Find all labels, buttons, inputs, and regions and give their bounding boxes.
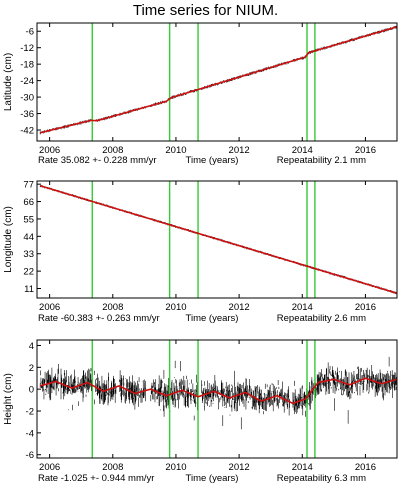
y-tick-label: -24 [20, 76, 34, 87]
y-tick-label: -36 [20, 109, 34, 120]
panel-frame [36, 22, 398, 142]
repeatability-label: Repeatability 2.1 mm [277, 155, 366, 166]
y-axis-label: Latitude (cm) [3, 53, 14, 111]
fitted-model-line [39, 184, 397, 295]
x-tick-label: 2010 [165, 462, 186, 473]
x-tick-label: 2008 [102, 462, 123, 473]
y-tick-label: 11 [24, 284, 34, 295]
y-tick-label: -6 [26, 450, 34, 461]
y-tick-label: 33 [23, 249, 34, 260]
x-tick-label: 2016 [355, 302, 376, 313]
x-tick-label: 2012 [229, 462, 250, 473]
y-tick-label: 2 [29, 363, 34, 374]
panel-frame [36, 180, 398, 299]
y-tick-label: -12 [20, 43, 34, 54]
x-tick-label: 2010 [165, 302, 186, 313]
fitted-model-line [39, 377, 397, 405]
y-tick-label: 44 [23, 232, 34, 243]
y-tick-label: 4 [29, 341, 34, 352]
y-axis-label: Longitude (cm) [3, 206, 14, 273]
x-tick-label: 2012 [229, 302, 250, 313]
repeatability-label: Repeatability 6.3 mm [277, 473, 366, 484]
rate-label: Rate -60.383 +- 0.263 mm/yr [38, 313, 160, 324]
x-tick-label: 2014 [292, 145, 313, 156]
y-tick-label: 55 [23, 214, 34, 225]
x-tick-label: 2016 [355, 462, 376, 473]
fitted-model-line [39, 26, 397, 134]
x-tick-label: 2016 [355, 145, 376, 156]
x-tick-label: 2014 [292, 302, 313, 313]
y-axis-label: Height (cm) [3, 373, 14, 425]
panel-3: 4 2 0 -2 -4 -6 2006 2008 2010 2012 2014 2016 Height … [3, 339, 398, 484]
x-tick-label: 2006 [39, 462, 60, 473]
x-tick-label: 2014 [292, 462, 313, 473]
x-axis-label: Time (years) [186, 155, 239, 166]
y-tick-label: 0 [29, 385, 34, 396]
x-tick-label: 2008 [102, 145, 123, 156]
y-tick-label: -42 [20, 126, 34, 137]
rate-label: Rate 35.082 +- 0.228 mm/yr [38, 155, 157, 166]
y-tick-label: -30 [20, 93, 34, 104]
y-tick-label: 66 [23, 197, 34, 208]
x-tick-label: 2006 [39, 145, 60, 156]
x-tick-label: 2012 [229, 145, 250, 156]
y-tick-label: -6 [26, 27, 34, 38]
y-tick-label: -2 [26, 407, 34, 418]
panel-2: 77 66 55 44 33 22 11 2006 2008 2010 2012 2014 2016 Lo… [3, 180, 398, 324]
y-tick-label: -4 [26, 428, 34, 439]
panel-frame [36, 339, 398, 459]
rate-label: Rate -1.025 +- 0.944 mm/yr [38, 473, 154, 484]
y-tick-label: 77 [23, 180, 34, 191]
y-tick-label: -18 [20, 60, 34, 71]
chart-title: Time series for NIUM. [132, 2, 279, 19]
repeatability-label: Repeatability 2.6 mm [277, 313, 366, 324]
panel-1: -6 -12 -18 -24 -30 -36 -42 2006 2008 2010 2012 2014… [3, 22, 398, 166]
x-axis-label: Time (years) [186, 313, 239, 324]
x-tick-label: 2006 [39, 302, 60, 313]
y-tick-label: 22 [23, 267, 34, 278]
x-axis-label: Time (years) [186, 473, 239, 484]
x-tick-label: 2010 [165, 145, 186, 156]
observations-group [39, 356, 397, 430]
x-tick-label: 2008 [102, 302, 123, 313]
